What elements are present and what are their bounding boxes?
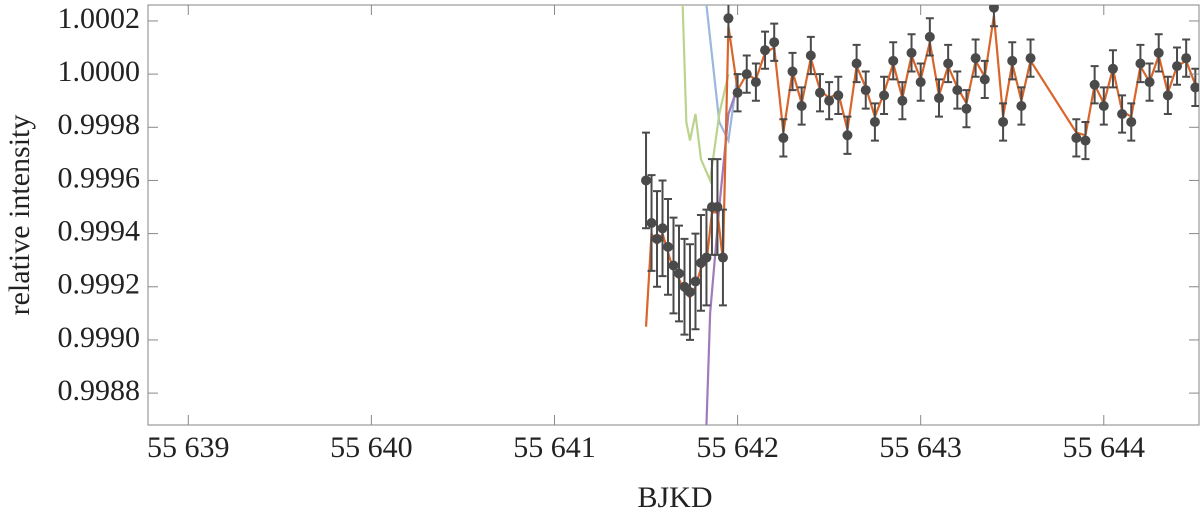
error-bar xyxy=(989,5,998,28)
data-point xyxy=(833,90,844,101)
y-tick-label: 0.9992 xyxy=(58,268,141,301)
x-axis-label: BJKD xyxy=(637,481,712,514)
plot-frame xyxy=(147,4,1200,426)
data-point xyxy=(787,66,798,77)
data-point xyxy=(805,50,816,61)
data-point xyxy=(741,69,752,80)
data-point xyxy=(723,13,734,24)
data-point xyxy=(668,260,679,271)
data-point xyxy=(673,268,684,279)
data-point xyxy=(842,130,853,141)
x-tick-label: 55 639 xyxy=(147,431,230,464)
data-point xyxy=(1071,132,1082,143)
x-tick-label: 55 642 xyxy=(696,431,779,464)
x-tick-label: 55 640 xyxy=(330,431,413,464)
x-tick-label: 55 641 xyxy=(513,431,596,464)
data-point xyxy=(970,53,981,64)
data-point xyxy=(1126,116,1137,127)
data-point xyxy=(712,202,723,213)
data-point xyxy=(961,103,972,114)
data-point xyxy=(998,116,1009,127)
data-point xyxy=(824,95,835,106)
model-line xyxy=(681,5,730,185)
data-point xyxy=(1007,55,1018,66)
data-point xyxy=(760,45,771,56)
model-line xyxy=(705,5,739,145)
data-point xyxy=(778,132,789,143)
data-point xyxy=(1080,135,1091,146)
data-point xyxy=(663,241,674,252)
data-point xyxy=(869,116,880,127)
y-tick-label: 0.9994 xyxy=(58,214,141,247)
y-tick-label: 1.0002 xyxy=(58,2,141,35)
data-point xyxy=(641,175,652,186)
plot-area xyxy=(641,5,1199,425)
y-tick-label: 1.0000 xyxy=(58,55,141,88)
data-point xyxy=(897,95,908,106)
data-point xyxy=(646,217,657,228)
data-point xyxy=(943,58,954,69)
data-point xyxy=(814,87,825,98)
data-point xyxy=(717,252,728,263)
data-point xyxy=(657,223,668,234)
data-point xyxy=(1144,77,1155,88)
data-point xyxy=(1117,108,1128,119)
data-point xyxy=(879,90,890,101)
data-point xyxy=(732,87,743,98)
x-tick-label: 55 643 xyxy=(879,431,962,464)
data-point xyxy=(1172,61,1183,72)
data-point xyxy=(1153,47,1164,58)
y-tick-label: 0.9990 xyxy=(58,321,141,354)
data-point xyxy=(1016,101,1027,112)
y-tick-label: 0.9998 xyxy=(58,108,141,141)
data-point xyxy=(915,77,926,88)
data-point xyxy=(979,74,990,85)
y-axis-label: relative intensity xyxy=(3,115,36,316)
y-tick-label: 0.9996 xyxy=(58,161,141,194)
data-point xyxy=(924,31,935,42)
data-point xyxy=(690,276,701,287)
data-point xyxy=(1181,53,1192,64)
data-point xyxy=(888,55,899,66)
data-point xyxy=(652,233,663,244)
data-point xyxy=(933,93,944,104)
data-point xyxy=(750,77,761,88)
data-point xyxy=(906,47,917,58)
data-point xyxy=(684,287,695,298)
data-point xyxy=(1098,101,1109,112)
data-point xyxy=(851,58,862,69)
data-point xyxy=(1190,82,1199,93)
data-point xyxy=(952,85,963,96)
y-tick-label: 0.9988 xyxy=(58,374,141,407)
x-tick-label: 55 644 xyxy=(1063,431,1146,464)
data-point xyxy=(988,5,999,13)
data-point xyxy=(1135,58,1146,69)
data-point xyxy=(860,85,871,96)
data-point xyxy=(701,252,712,263)
data-point xyxy=(1162,90,1173,101)
data-point xyxy=(1089,79,1100,90)
data-point xyxy=(1107,63,1118,74)
data-point xyxy=(1025,53,1036,64)
data-point xyxy=(796,101,807,112)
data-point xyxy=(769,37,780,48)
